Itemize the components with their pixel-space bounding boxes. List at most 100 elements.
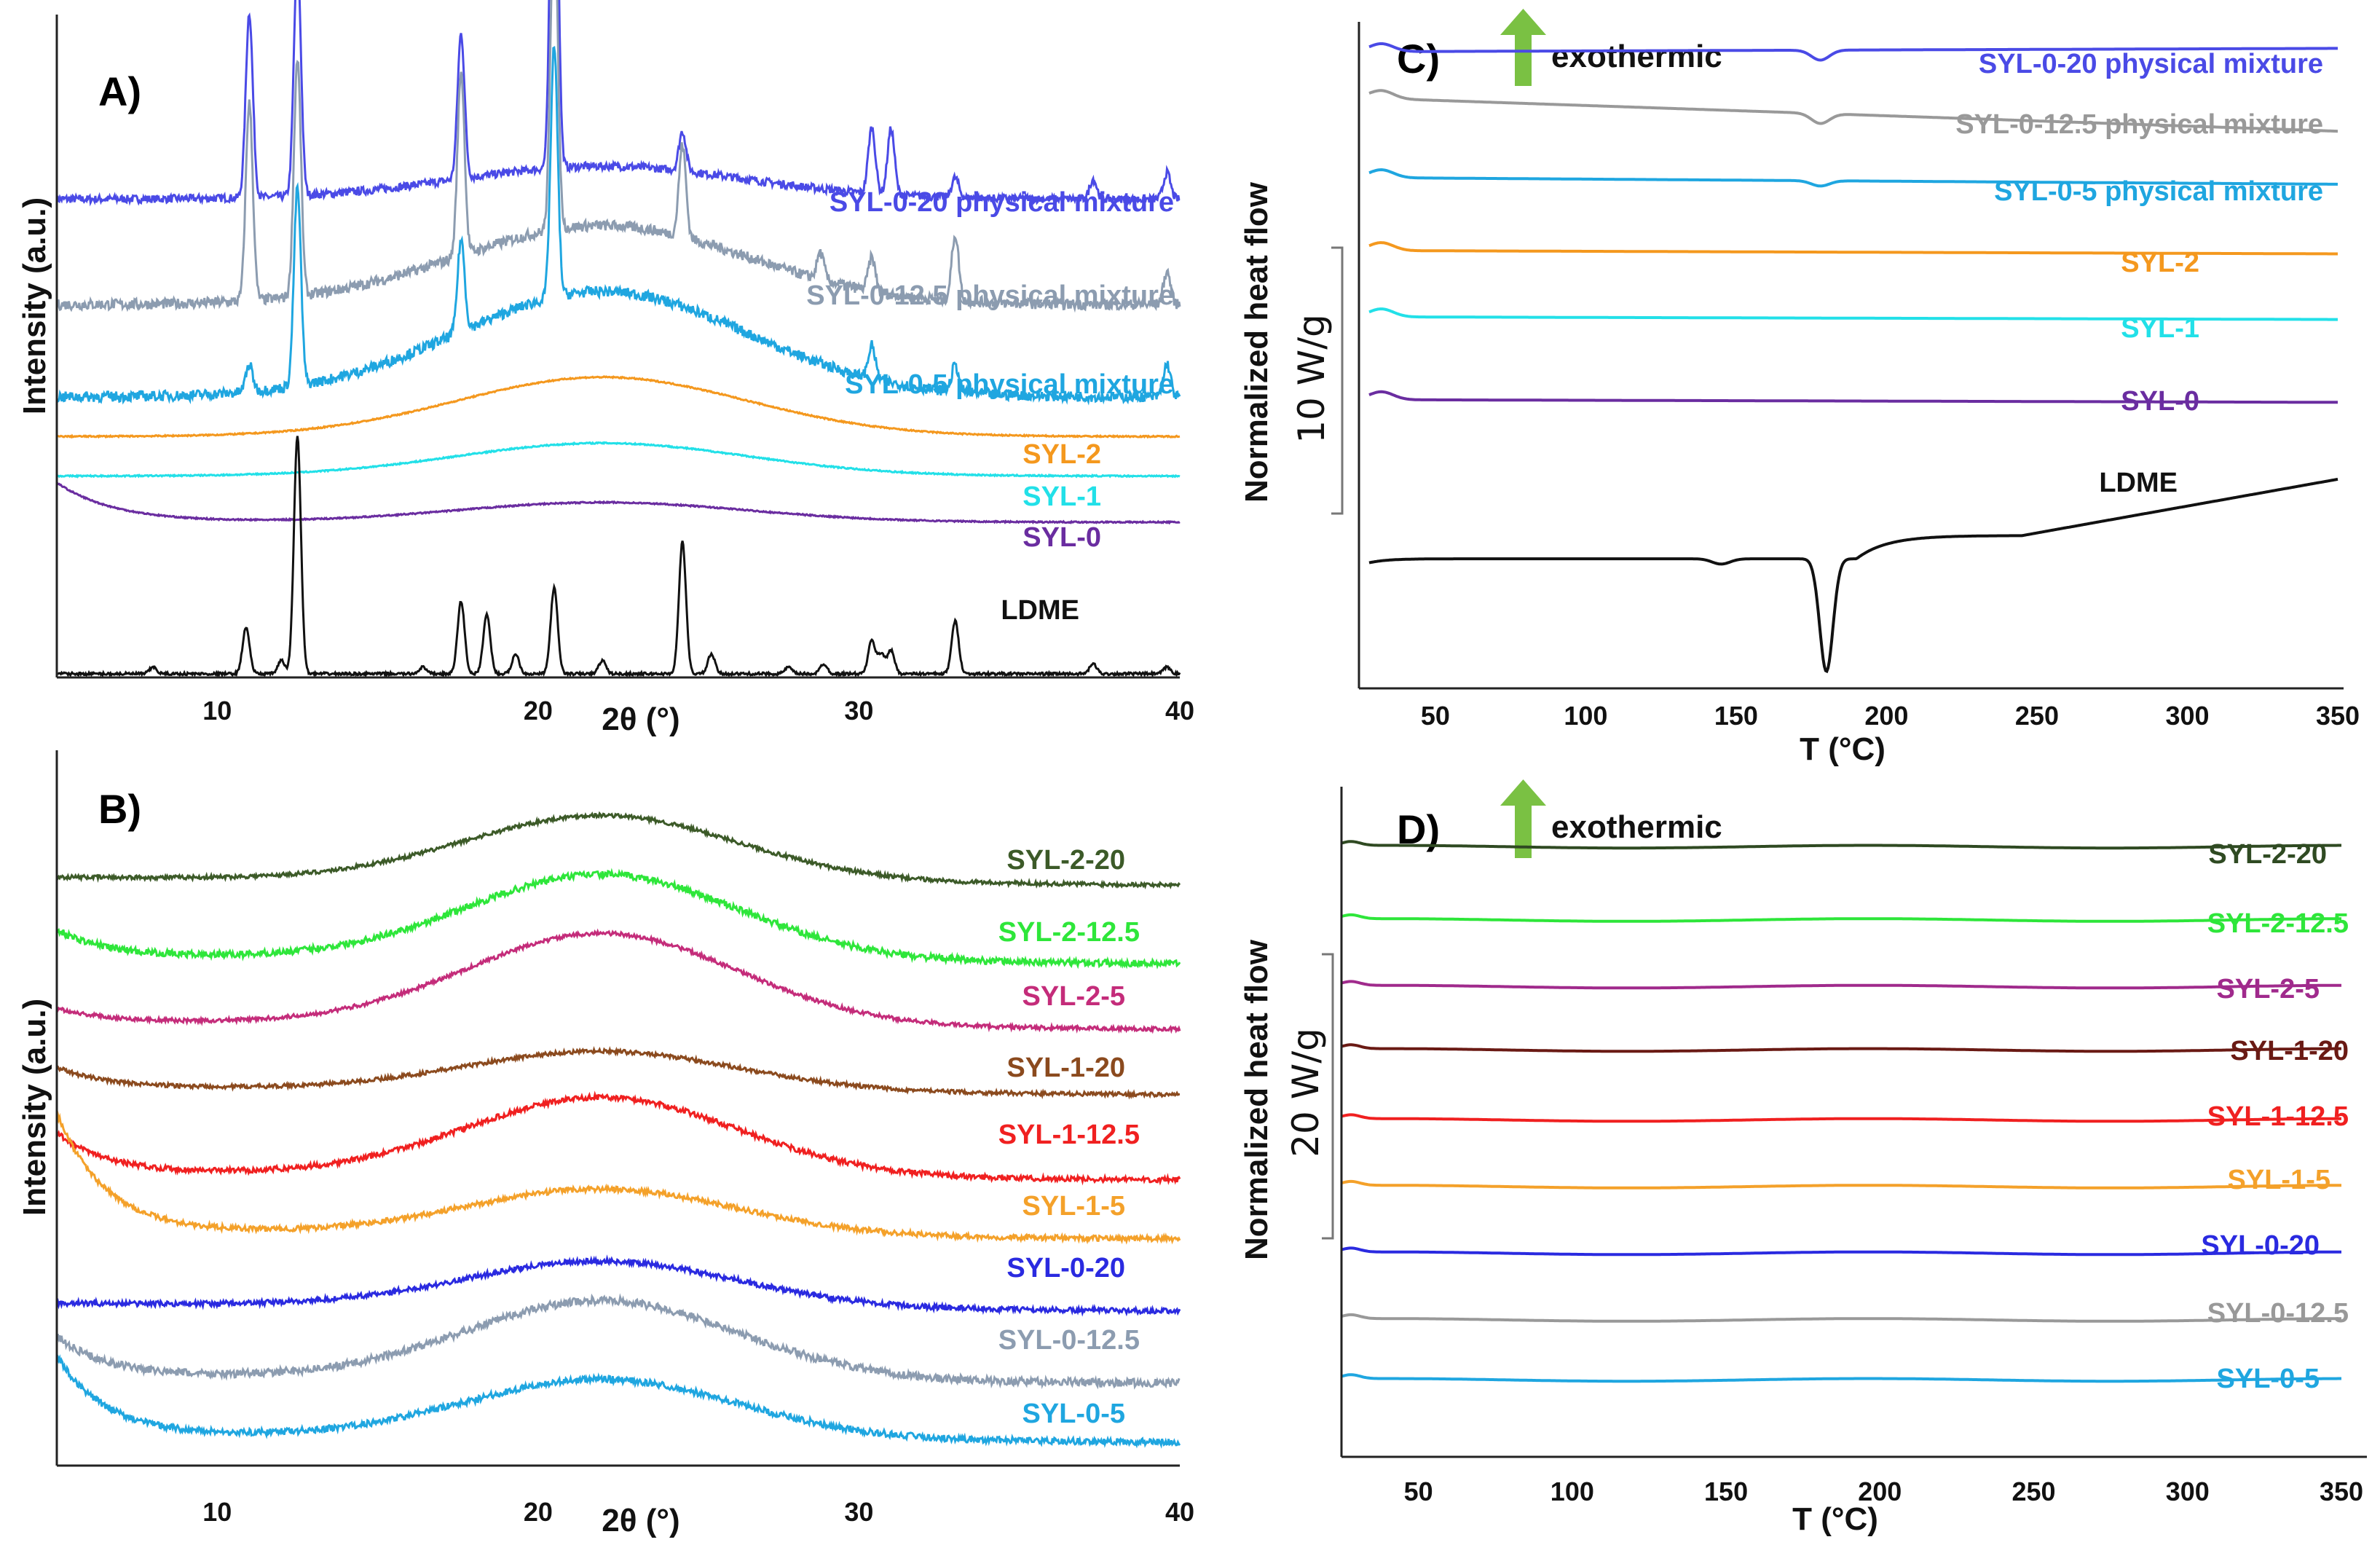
series-line-syl-2-12-5 (1341, 913, 2341, 923)
series-line-syl-0 (1368, 390, 2338, 404)
panel-c-label: C) (1397, 36, 1440, 82)
panel-a-axes (55, 15, 1180, 679)
x-tick-label-10: 10 (202, 1497, 232, 1527)
series-label-syl-0-20: SYL-0-20 (1006, 1253, 1125, 1283)
series-label-syl-0-12-5: SYL-0-12.5 (998, 1325, 1140, 1356)
panel-c-dsc-physical-mixtures: C) exothermic 50 100 150 200 250 300 350 T (°C… (1239, 9, 2360, 767)
series-line-syl-1 (1368, 307, 2338, 321)
series-line-syl-0-12-5 (55, 1293, 1181, 1390)
panel-a-y-axis-title: Intensity (a.u.) (17, 197, 52, 414)
series-label-ldme: LDME (1001, 595, 1079, 626)
x-tick-label-40: 40 (1165, 696, 1194, 726)
series-line-syl-2-20 (55, 811, 1181, 889)
panel-d-axes (1340, 787, 2367, 1458)
series-line-syl-2-20 (1341, 840, 2341, 850)
x-tick-label-50: 50 (1404, 1477, 1433, 1506)
series-label-syl-1-5: SYL-1-5 (1022, 1191, 1125, 1222)
series-line-syl-0 (55, 481, 1181, 525)
panel-b-x-axis-title: 2θ (°) (602, 1503, 679, 1538)
series-line-syl-2-5 (55, 928, 1181, 1034)
series-line-syl-0-5-physical-mixture (1368, 168, 2338, 188)
panel-c-scale-bar (1331, 246, 1344, 515)
panel-d-y-axis-title: Normalized heat flow (1239, 939, 1274, 1260)
panel-a-label: A) (98, 68, 141, 114)
panel-b-label: B) (98, 786, 141, 832)
panel-c-plot-area (1368, 42, 2338, 674)
series-label-syl-0-5-physical-mixture: SYL-0-5 physical mixture (845, 369, 1174, 400)
panel-d-series-labels: SYL-2-20 SYL-2-12.5 SYL-2-5 SYL-1-20 SYL-1-1… (2201, 839, 2349, 1394)
series-label-syl-1-5: SYL-1-5 (2228, 1165, 2330, 1195)
series-line-syl-2-5 (1341, 980, 2341, 990)
panel-b-xrd-formulations: B) 10 20 30 40 2θ (°) Intensity (a.u.) SYL-… (17, 750, 1194, 1538)
series-label-syl-2-5: SYL-2-5 (1022, 981, 1125, 1012)
series-label-syl-1-12-5: SYL-1-12.5 (2207, 1101, 2349, 1132)
panel-b-plot-area (55, 811, 1181, 1449)
series-line-syl-2 (1368, 241, 2338, 256)
series-label-syl-0-20: SYL-0-20 (2201, 1230, 2320, 1261)
series-label-syl-1-20: SYL-1-20 (1006, 1053, 1125, 1083)
panel-c-x-axis-title: T (°C) (1800, 731, 1886, 767)
series-label-syl-1: SYL-1 (1022, 481, 1101, 512)
series-line-syl-1-5 (1341, 1179, 2341, 1190)
series-label-syl-2-12-5: SYL-2-12.5 (2207, 908, 2349, 939)
series-line-syl-1-20 (55, 1046, 1181, 1100)
x-tick-label-30: 30 (844, 1497, 873, 1527)
series-label-ldme: LDME (2099, 468, 2178, 498)
panel-a-x-ticks: 10 20 30 40 (202, 696, 1194, 726)
x-tick-label-200: 200 (1864, 701, 1908, 731)
series-line-syl-0-12-5 (1341, 1313, 2341, 1323)
panel-a-series-labels: SYL-0-20 physical mixture SYL-0-12.5 phys… (806, 187, 1174, 626)
panel-c-y-axis-title: Normalized heat flow (1239, 181, 1274, 503)
series-line-syl-2 (56, 375, 1181, 439)
series-label-syl-0: SYL-0 (2121, 386, 2199, 417)
series-label-syl-0-12-5-physical-mixture: SYL-0-12.5 physical mixture (806, 280, 1174, 311)
series-label-syl-0-5: SYL-0-5 (1022, 1399, 1125, 1429)
series-line-syl-0-12-5-physical-mixture (1368, 89, 2338, 133)
series-line-syl-0-5 (55, 1353, 1181, 1449)
panel-b-axes (55, 750, 1180, 1467)
panel-b-x-ticks: 10 20 30 40 (202, 1497, 1194, 1527)
series-label-syl-2: SYL-2 (1022, 439, 1101, 470)
series-label-syl-0-5: SYL-0-5 (2217, 1364, 2320, 1394)
panel-d-x-axis-title: T (°C) (1792, 1501, 1878, 1537)
series-line-syl-0-20-physical-mixture (1368, 42, 2338, 62)
panel-c-series-labels: SYL-0-20 physical mixture SYL-0-12.5 phys… (1955, 49, 2323, 498)
panel-c-exothermic-label: exothermic (1551, 39, 1722, 74)
series-label-syl-0-12-5-physical-mixture: SYL-0-12.5 physical mixture (1955, 109, 2323, 140)
x-tick-label-200: 200 (1858, 1477, 1902, 1506)
x-tick-label-250: 250 (2015, 701, 2059, 731)
series-label-syl-2-12-5: SYL-2-12.5 (998, 917, 1140, 948)
x-tick-label-300: 300 (2166, 1477, 2210, 1506)
x-tick-label-350: 350 (2320, 1477, 2363, 1506)
panel-b-y-axis-title: Intensity (a.u.) (17, 999, 52, 1216)
series-line-syl-1-5 (55, 1110, 1181, 1245)
x-tick-label-40: 40 (1165, 1497, 1194, 1527)
series-line-syl-0-20-physical-mixture (55, 0, 1181, 207)
panel-d-exothermic-arrow-icon (1500, 779, 1546, 858)
panel-a-xrd-physical-mixtures: A) 10 20 30 40 2θ (°) Intensity (a.u.) SYL-… (17, 0, 1194, 737)
panel-a-plot-area (55, 0, 1181, 679)
x-tick-label-20: 20 (524, 696, 553, 726)
series-line-ldme (56, 436, 1181, 679)
series-label-syl-2-20: SYL-2-20 (2208, 839, 2327, 870)
panel-d-scale-bar (1322, 953, 1334, 1240)
x-tick-label-10: 10 (202, 696, 232, 726)
series-line-syl-0-5 (1341, 1373, 2341, 1383)
series-line-syl-0-20 (55, 1254, 1181, 1317)
x-tick-label-300: 300 (2165, 701, 2209, 731)
panel-d-x-ticks: 50 100 150 200 250 300 350 (1404, 1477, 2363, 1506)
series-label-syl-0-12-5: SYL-0-12.5 (2207, 1298, 2349, 1329)
series-label-syl-0-20-physical-mixture: SYL-0-20 physical mixture (830, 187, 1174, 218)
x-tick-label-50: 50 (1421, 701, 1450, 731)
x-tick-label-250: 250 (2011, 1477, 2055, 1506)
series-line-syl-2-12-5 (55, 868, 1181, 970)
series-label-syl-2-5: SYL-2-5 (2217, 974, 2320, 1004)
x-tick-label-20: 20 (524, 1497, 553, 1527)
panel-a-x-axis-title: 2θ (°) (602, 701, 679, 737)
series-line-syl-0-20 (1341, 1246, 2341, 1257)
panel-d-plot-area (1341, 840, 2341, 1383)
panel-d-exothermic-label: exothermic (1551, 809, 1722, 845)
panel-c-x-ticks: 50 100 150 200 250 300 350 (1421, 701, 2360, 731)
series-label-syl-2-20: SYL-2-20 (1006, 845, 1125, 876)
x-tick-label-100: 100 (1550, 1477, 1594, 1506)
